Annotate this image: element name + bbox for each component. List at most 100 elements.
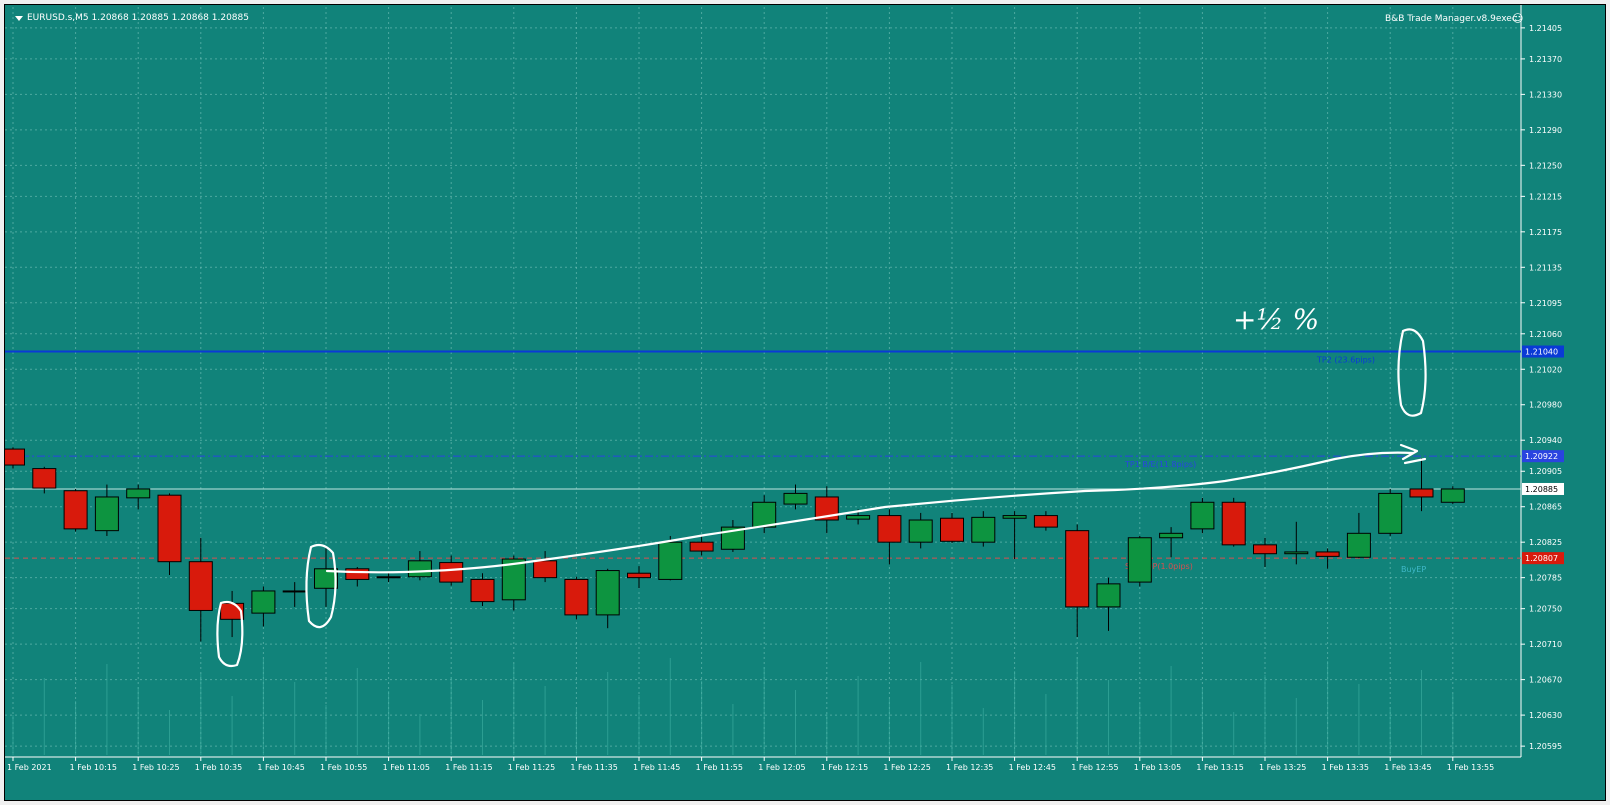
- candle: [1096, 577, 1121, 631]
- price-tick-label: 1.21060: [1529, 330, 1562, 339]
- sl-price-tag: [1522, 552, 1564, 565]
- candle: [470, 573, 495, 607]
- candle-body: [157, 494, 182, 563]
- candle-body: [1002, 515, 1027, 519]
- price-tick-label: 1.21250: [1529, 161, 1562, 170]
- candle: [940, 512, 964, 544]
- candle: [1127, 535, 1152, 587]
- bid-price-tag-label: 1.20885: [1525, 485, 1558, 494]
- smiley-icon: ☺: [1512, 12, 1524, 25]
- candle-body: [627, 572, 651, 579]
- candle-body: [877, 515, 902, 543]
- time-tick-label: 1 Feb 13:35: [1322, 763, 1369, 772]
- price-tick-label: 1.20785: [1529, 574, 1562, 583]
- price-tick-label: 1.20630: [1529, 711, 1562, 720]
- time-tick-label: 1 Feb 13:15: [1196, 763, 1243, 772]
- candle-body: [1253, 544, 1277, 555]
- price-tick-label: 1.20595: [1529, 742, 1562, 751]
- price-tick-label: 1.21405: [1529, 24, 1562, 33]
- price-tick-label: 1.21330: [1529, 90, 1562, 99]
- candle-body: [1378, 492, 1403, 534]
- hand-annotations: [216, 328, 1427, 668]
- candle: [814, 486, 839, 534]
- sl-level-text: SL: 0.0P(1.0pips): [1125, 562, 1193, 571]
- annotation-circle-1: [216, 600, 244, 668]
- time-tick-label: 1 Feb 13:25: [1259, 763, 1306, 772]
- annotation-circle-2: [305, 543, 337, 629]
- tp1-price-tag: [1522, 450, 1564, 463]
- candle: [1440, 486, 1465, 505]
- candle: [94, 484, 119, 536]
- candle-body: [188, 561, 213, 611]
- annotation-arrow-head: [1399, 443, 1419, 461]
- time-tick-label: 1 Feb 13:55: [1447, 763, 1494, 772]
- candle: [1159, 527, 1184, 558]
- candle: [533, 551, 558, 583]
- candles: [5, 447, 1465, 642]
- ea-name: B&B Trade Manager.v8.9exec: [1385, 14, 1517, 24]
- candle-body: [1315, 551, 1340, 557]
- candle-body: [345, 568, 370, 580]
- candle-body: [595, 570, 620, 616]
- time-tick-label: 1 Feb 13:05: [1134, 763, 1181, 772]
- candle: [564, 576, 589, 620]
- candle-body: [407, 560, 432, 578]
- tp2-price-tag-label: 1.21040: [1525, 348, 1558, 357]
- time-tick-label: 1 Feb 11:15: [445, 763, 492, 772]
- candle-body: [971, 516, 996, 543]
- time-axis-labels: 1 Feb 2021 1 Feb 10:15 1 Feb 10:25 1 Feb 10…: [7, 757, 1494, 772]
- candle: [157, 493, 182, 575]
- candle-body: [439, 562, 464, 583]
- chart-window[interactable]: EURUSD.s,M5 1.20868 1.20885 1.20868 1.20…: [4, 4, 1606, 801]
- bid-price-tag: [1522, 482, 1564, 495]
- annotation-text: +½ %: [1233, 303, 1319, 336]
- candle: [1002, 511, 1027, 560]
- candle-body: [1284, 551, 1309, 555]
- candle-body: [1190, 501, 1215, 530]
- candle-body: [689, 541, 714, 552]
- time-tick-label: 1 Feb 11:55: [696, 763, 743, 772]
- tp1-level-text: TP1 B/E(11.8pips): [1124, 460, 1196, 469]
- candle: [658, 535, 683, 581]
- candle: [783, 484, 808, 510]
- candle-body: [1033, 515, 1058, 528]
- candle: [282, 582, 307, 607]
- candle: [1190, 497, 1215, 534]
- candle-body: [94, 496, 119, 532]
- time-tick-label: 1 Feb 12:15: [821, 763, 868, 772]
- time-tick-label: 1 Feb 12:45: [1009, 763, 1056, 772]
- price-tick-label: 1.20980: [1529, 401, 1562, 410]
- candle-body: [32, 468, 57, 489]
- symbol-dropdown-icon[interactable]: [15, 16, 23, 21]
- candle: [314, 548, 338, 607]
- time-tick-label: 1 Feb 12:55: [1071, 763, 1118, 772]
- price-tick-label: 1.20825: [1529, 538, 1562, 547]
- price-tick-label: 1.20670: [1529, 676, 1562, 685]
- candle-body: [1440, 488, 1465, 503]
- time-tick-label: 1 Feb 10:55: [320, 763, 367, 772]
- candle-body: [846, 515, 871, 520]
- candle: [1315, 548, 1340, 569]
- tp2-price-tag: [1522, 345, 1564, 358]
- time-tick-label: 1 Feb 10:45: [257, 763, 304, 772]
- price-axis-labels: 1.21405 1.21370 1.21330 1.21290 1.21250 1.212…: [1521, 24, 1562, 751]
- candle: [627, 566, 651, 589]
- candle-body: [470, 578, 495, 603]
- candle: [32, 466, 57, 494]
- candle: [908, 512, 933, 549]
- candle: [5, 447, 25, 469]
- candle: [251, 586, 276, 627]
- price-tick-label: 1.20710: [1529, 640, 1562, 649]
- candle: [63, 488, 88, 532]
- candle-body: [1065, 530, 1090, 608]
- candle-body: [940, 517, 964, 542]
- candle-body: [501, 558, 526, 601]
- candle: [1221, 497, 1246, 547]
- volume-bars: [12, 657, 1454, 755]
- candle: [1284, 521, 1309, 565]
- candle: [188, 537, 213, 642]
- price-chart[interactable]: TP2 (23.6pips) 1.21040 TP1 B/E(11.8pips) 1.…: [5, 5, 1605, 800]
- candle-body: [5, 448, 25, 466]
- candle: [1409, 457, 1434, 512]
- candle: [595, 568, 620, 629]
